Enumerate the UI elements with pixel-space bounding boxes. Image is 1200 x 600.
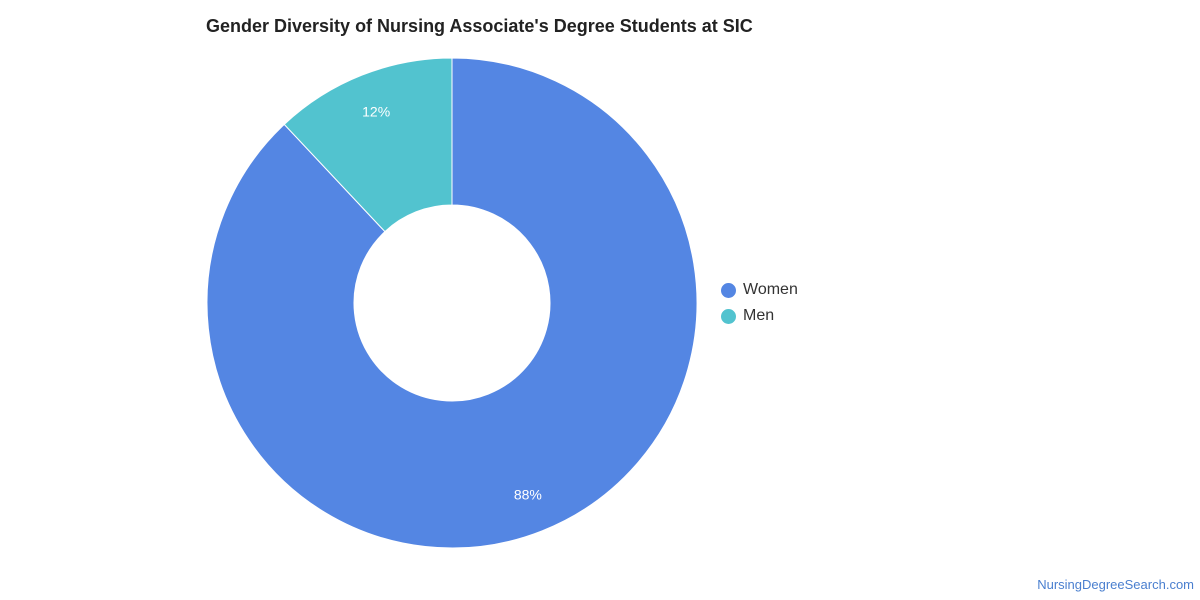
slice-label-men: 12% [362,103,390,119]
legend-item-men[interactable]: Men [721,306,798,326]
legend-label-men: Men [743,307,775,324]
legend-label-women: Women [743,281,798,298]
legend: Women Men [721,280,798,332]
slice-label-women: 88% [514,487,542,503]
legend-swatch-women [721,282,736,298]
slices-group [206,57,698,549]
slice-men[interactable] [283,57,453,233]
legend-item-women[interactable]: Women [721,280,798,300]
slice-labels-group: 88% 12% [362,103,542,502]
slice-women[interactable] [206,57,698,549]
source-link[interactable]: NursingDegreeSearch.com [1037,577,1194,592]
legend-swatch-men [721,308,736,324]
chart-title: Gender Diversity of Nursing Associate's … [206,16,753,36]
